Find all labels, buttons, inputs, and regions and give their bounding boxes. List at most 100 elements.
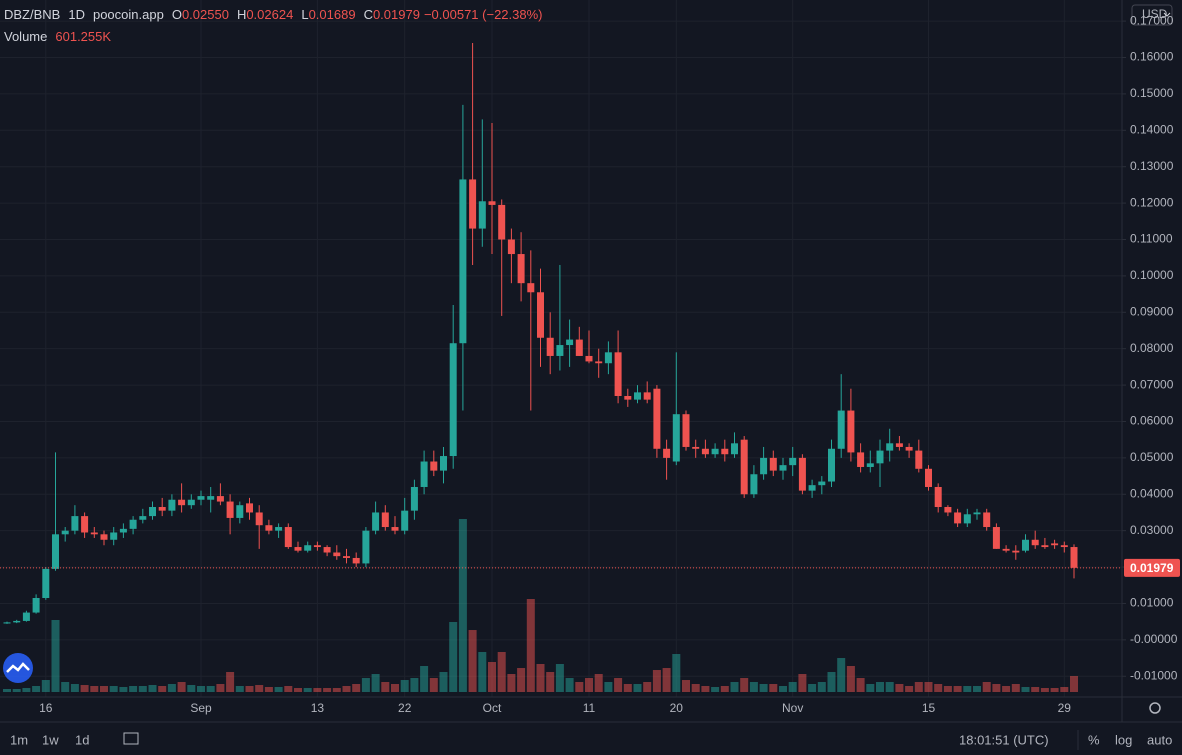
volume-bar <box>332 688 341 692</box>
candle-body <box>944 507 952 513</box>
candle-body <box>100 534 108 540</box>
volume-bar <box>3 688 11 692</box>
y-tick-label: -0.00000 <box>1130 632 1178 646</box>
y-tick-label: 0.14000 <box>1130 122 1174 136</box>
header: DBZ/BNB 1D poocoin.app O0.02550 H0.02624 L0.0… <box>4 7 543 22</box>
volume-bar <box>158 685 167 692</box>
candle-body <box>905 446 913 451</box>
volume-bar <box>992 683 1001 692</box>
volume-bar <box>643 682 652 692</box>
candle-body <box>1031 539 1039 546</box>
volume-bar <box>691 683 700 692</box>
candle-body <box>866 463 874 467</box>
settings-icon[interactable] <box>1149 702 1161 714</box>
volume-bar <box>982 682 991 692</box>
candle-body <box>1070 547 1078 568</box>
range-button[interactable]: 1w <box>42 732 59 747</box>
volume-bar <box>788 682 797 692</box>
volume-bar <box>546 672 555 692</box>
volume-bar <box>274 687 283 692</box>
candle-body <box>246 503 253 513</box>
candle-body <box>886 443 894 451</box>
candle-body <box>410 486 418 511</box>
x-tick-label: 16 <box>39 701 53 715</box>
candle-body <box>401 510 409 531</box>
candle-body <box>507 239 515 255</box>
volume-bar <box>682 680 690 692</box>
x-tick-label: 29 <box>1058 701 1072 715</box>
candle-body <box>556 345 564 356</box>
y-tick-label: 0.16000 <box>1130 50 1174 64</box>
y-tick-label: 0.03000 <box>1130 523 1174 537</box>
y-tick-label: 0.08000 <box>1130 341 1174 355</box>
y-tick-label: 0.09000 <box>1130 304 1174 318</box>
ohlc-legend: O0.02550 H0.02624 L0.01689 C0.01979 <box>172 7 420 22</box>
y-tick-label: 0.12000 <box>1130 195 1174 209</box>
candle-body <box>158 507 166 511</box>
volume-bar <box>1031 687 1040 692</box>
currency-button[interactable] <box>1131 4 1173 26</box>
volume-bar <box>555 663 564 692</box>
volume-bar <box>187 685 196 692</box>
candle-body <box>983 512 991 528</box>
volume-bar <box>294 688 302 692</box>
volume-bar <box>61 682 70 692</box>
candle-body <box>3 622 11 624</box>
volume-bar <box>119 687 128 692</box>
volume-bar <box>876 682 884 692</box>
volume-bar <box>41 680 50 692</box>
volume-bar <box>846 665 855 692</box>
volume-bar <box>429 678 438 692</box>
date-range-icon[interactable] <box>123 732 139 745</box>
candle-body <box>760 457 768 475</box>
range-button[interactable]: 1m <box>10 732 28 747</box>
change: −0.00571 (−22.38%) <box>424 7 543 22</box>
volume-bar <box>313 688 322 692</box>
candle-body <box>119 528 127 533</box>
volume-bar <box>12 688 21 692</box>
volume-bar <box>759 683 768 692</box>
candle-body <box>672 414 680 462</box>
candle-body <box>1002 548 1010 551</box>
y-tick-label: -0.01000 <box>1130 668 1178 682</box>
volume-bar <box>953 685 962 692</box>
candle-body <box>779 465 787 471</box>
candle-body <box>110 532 118 540</box>
candle-body <box>711 448 719 455</box>
candle-body <box>643 392 651 400</box>
y-tick-label: 0.05000 <box>1130 450 1174 464</box>
volume-bar <box>32 685 41 692</box>
candle-body <box>304 545 312 551</box>
currency[interactable]: USD <box>1142 7 1168 21</box>
volume-bar <box>458 519 467 692</box>
volume-bar <box>798 673 807 692</box>
scale-option[interactable]: log <box>1115 732 1132 747</box>
volume-bar <box>740 678 749 692</box>
candle-body <box>1060 545 1068 548</box>
candle-body <box>847 410 855 453</box>
volume-bar <box>381 682 390 692</box>
dropdown-arrow <box>1163 12 1171 17</box>
candle-body <box>216 496 224 502</box>
candle-body <box>343 556 350 558</box>
candle-body <box>1012 550 1020 553</box>
candle-body <box>634 392 641 400</box>
volume-bar <box>109 685 118 692</box>
scale-option[interactable]: % <box>1088 732 1100 747</box>
candle-body <box>818 481 826 486</box>
y-tick-label: 0.13000 <box>1130 159 1174 173</box>
x-tick-label: Oct <box>483 701 502 715</box>
ohlc-key: H <box>237 7 246 22</box>
candle-body <box>469 179 477 229</box>
volume-bar <box>827 672 836 692</box>
candle-body <box>837 410 845 449</box>
volume-bar <box>1040 688 1049 692</box>
candle-body <box>22 612 30 621</box>
volume-bar <box>235 685 244 692</box>
candle-body <box>61 530 69 535</box>
scale-option[interactable]: auto <box>1147 732 1172 747</box>
range-button[interactable]: 1d <box>75 732 89 747</box>
volume-bar <box>342 685 351 692</box>
candle-body <box>197 496 205 500</box>
volume-bar <box>614 678 623 692</box>
